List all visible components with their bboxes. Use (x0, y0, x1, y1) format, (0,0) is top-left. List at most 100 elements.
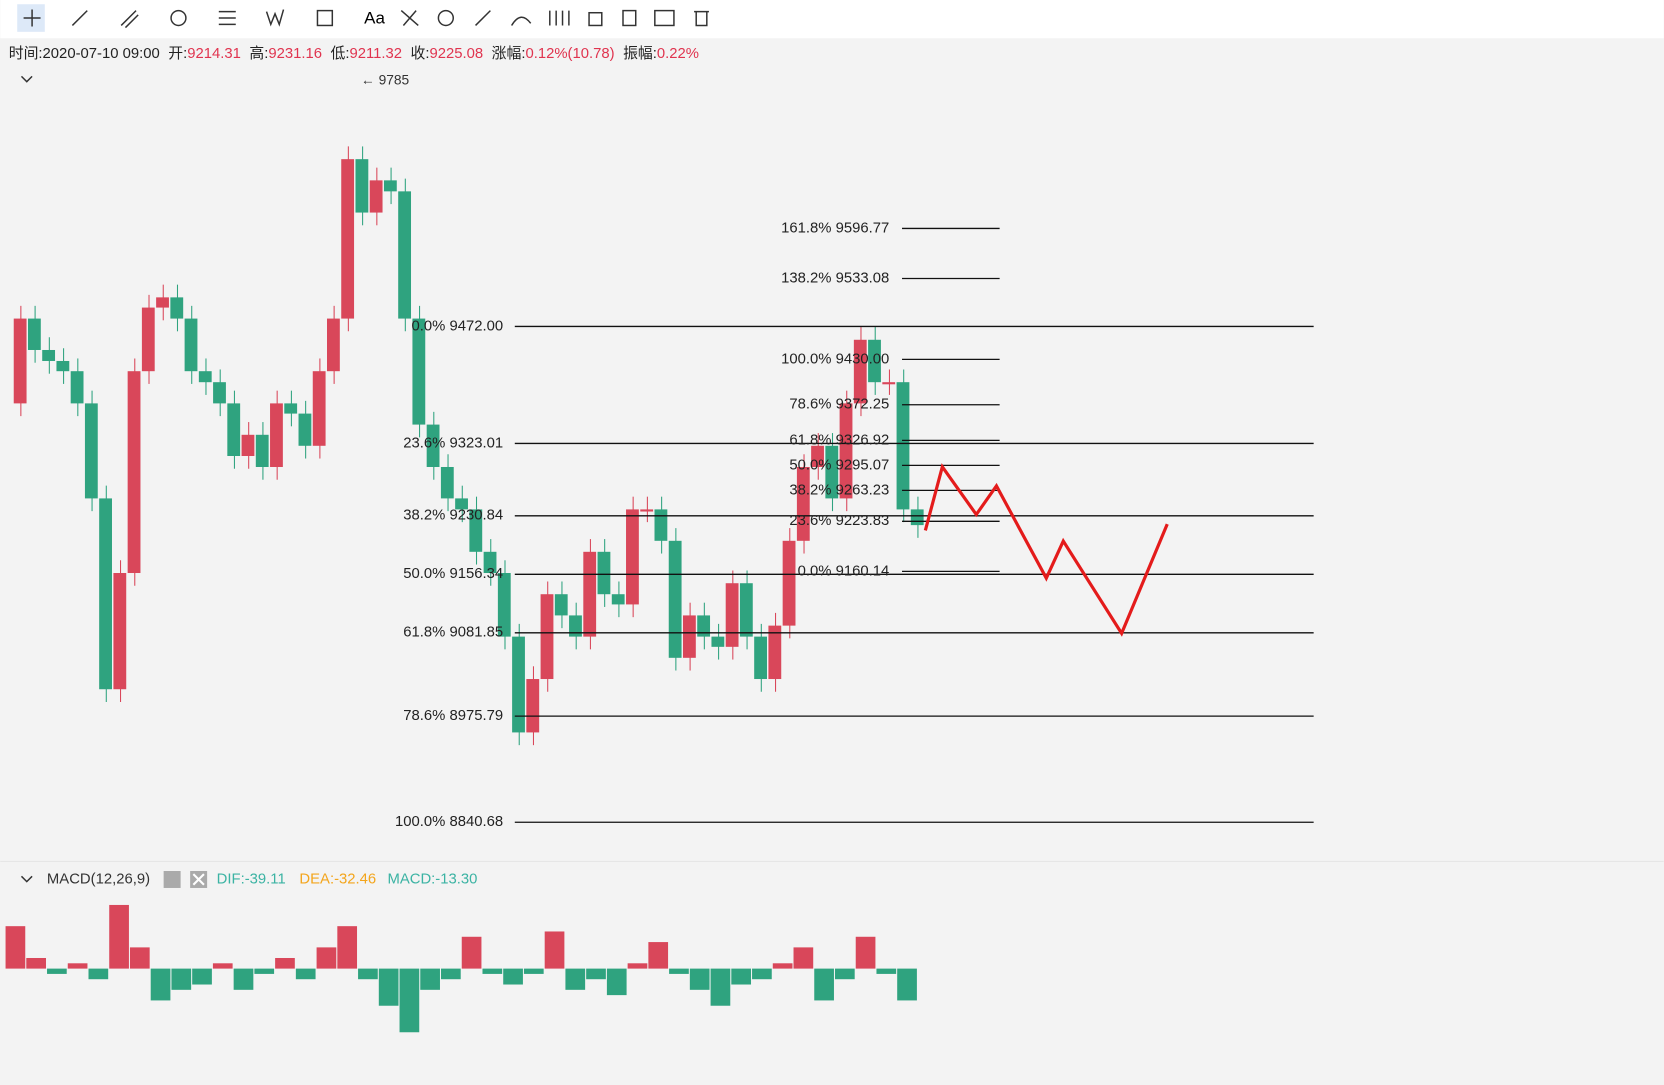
macd-bar (399, 968, 420, 1033)
channel-tool[interactable] (120, 10, 139, 29)
ruler-tool[interactable] (475, 10, 491, 26)
macd-bar (855, 936, 876, 969)
candle (327, 318, 340, 372)
candle (270, 403, 283, 467)
candle (426, 424, 440, 467)
copy-tool[interactable] (622, 9, 637, 27)
candle (341, 159, 355, 319)
macd-bar (109, 904, 129, 969)
info-label: 高: (249, 45, 268, 62)
macd-bar (876, 968, 897, 974)
macd-bar (420, 968, 440, 990)
fib-label: 23.6% 9323.01 (403, 435, 503, 451)
lock-tool[interactable] (588, 11, 603, 27)
macd-bar (689, 968, 710, 990)
candle (583, 551, 597, 637)
macd-bar (275, 957, 295, 969)
fib-label: 78.6% 8975.79 (403, 708, 503, 724)
candle (27, 318, 41, 350)
macd-bar (565, 968, 586, 990)
candle (469, 509, 483, 552)
macd-bar (192, 968, 212, 985)
candle (668, 540, 682, 658)
macd-bar (461, 936, 482, 969)
macd-bar (731, 968, 752, 985)
macd-bar (523, 968, 544, 974)
candle (170, 297, 184, 319)
candle (796, 466, 810, 541)
macd-bar (834, 968, 855, 980)
info-bar: 时间: 2020-07-10 09:00 开: 9214.31 高: 9231.16 低: 9… (9, 45, 699, 62)
pen-tool[interactable] (510, 16, 532, 26)
fib-label: 161.8% 9596.77 (781, 220, 889, 236)
candle (640, 509, 654, 512)
macd-bar (88, 968, 109, 980)
fib-tool[interactable] (218, 10, 236, 26)
candle (853, 339, 867, 404)
info-value: 9211.32 (349, 46, 402, 62)
candle (910, 509, 924, 526)
macd-bar (482, 968, 503, 974)
template-tool[interactable] (654, 9, 675, 27)
candle (312, 371, 326, 446)
candle (255, 434, 269, 467)
measure-tool[interactable] (316, 9, 334, 27)
info-value: 9225.08 (429, 46, 483, 62)
candle (811, 445, 824, 467)
candle (868, 339, 881, 383)
delete-tool[interactable] (694, 10, 709, 27)
macd-bar (5, 926, 26, 969)
macd-bar (441, 968, 461, 980)
macd-bar (378, 968, 399, 1006)
toolbar-icons[interactable]: Aa (17, 4, 709, 32)
candle (383, 180, 397, 192)
settings-button[interactable] (163, 871, 181, 888)
brush-tool[interactable] (400, 10, 419, 27)
fib-label: 138.2% 9533.08 (781, 270, 889, 286)
candle (497, 573, 511, 637)
macd-bar (337, 926, 358, 969)
ellipse-tool[interactable] (170, 9, 187, 27)
candle (882, 382, 896, 385)
candle (184, 318, 198, 372)
collapse-macd[interactable] (20, 875, 33, 883)
candle (825, 445, 839, 499)
collapse-main[interactable] (20, 75, 33, 83)
drawn-path (923, 463, 1169, 637)
macd-bar (648, 942, 669, 969)
candle (483, 551, 497, 574)
macd-bar (606, 968, 627, 996)
candle (554, 594, 568, 616)
info-label: 低: (330, 45, 349, 62)
info-value: 2020-07-10 09:00 (43, 46, 160, 62)
close-icon (192, 873, 205, 886)
macd-bar (586, 968, 606, 980)
candle-tool[interactable] (549, 10, 570, 26)
candle (369, 180, 383, 213)
macd-bar (254, 968, 275, 974)
fib-label: 23.6% 9223.83 (789, 513, 889, 529)
candle (711, 636, 725, 647)
macd-bar (129, 947, 150, 969)
info-label: 振幅: (623, 45, 657, 62)
macd-bar (627, 963, 648, 969)
macd-bar (669, 968, 689, 974)
line-tool[interactable] (71, 10, 88, 26)
fib-label: 50.0% 9156.34 (403, 566, 503, 582)
candle (127, 371, 141, 574)
info-label: 收: (411, 45, 430, 62)
candle (654, 509, 668, 541)
candle (754, 636, 767, 680)
candle (298, 413, 312, 446)
macd-bar (26, 957, 46, 969)
link-tool[interactable] (437, 9, 454, 27)
macd-bar (316, 947, 337, 969)
candle (597, 551, 611, 595)
macd-bar (171, 968, 192, 990)
candle (697, 615, 711, 637)
text-tool[interactable]: Aa (364, 9, 385, 28)
crosshair-icon[interactable] (23, 9, 41, 27)
pattern-tool[interactable] (265, 9, 285, 27)
fib-label: 78.6% 9372.25 (789, 397, 889, 413)
